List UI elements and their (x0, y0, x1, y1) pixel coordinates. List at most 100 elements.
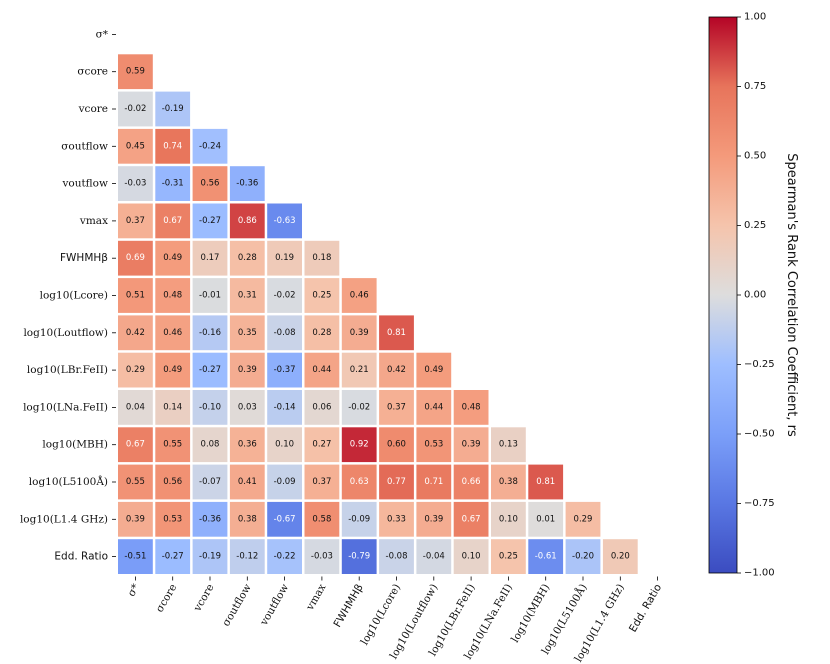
heatmap-cell: 0.21 (341, 352, 377, 388)
heatmap-cell: 0.46 (341, 278, 377, 313)
heatmap-cell: 0.86 (229, 203, 265, 239)
cell-color (155, 501, 191, 537)
row-label: voutflow (61, 178, 108, 190)
heatmap-cell: 0.59 (118, 54, 153, 90)
colorbar-tick-label: 0.75 (744, 81, 766, 92)
heatmap-cell: -0.20 (565, 539, 601, 574)
cell-value-label: 0.44 (312, 365, 331, 375)
heatmap-cell: 0.20 (602, 539, 638, 574)
cell-color (118, 427, 153, 463)
cell-value-label: 0.37 (387, 402, 406, 412)
cell-value-label: 0.86 (238, 216, 257, 226)
cell-color (118, 128, 153, 164)
cell-value-label: 0.13 (499, 440, 518, 450)
cell-color (528, 501, 564, 537)
cell-color (379, 501, 414, 537)
colorbar-tick-label: −1.00 (744, 568, 775, 579)
cell-value-label: 0.44 (424, 402, 443, 412)
cell-color (155, 539, 191, 574)
cell-value-label: 0.01 (536, 514, 555, 524)
cell-value-label: 0.28 (238, 253, 257, 263)
heatmap-cell: 0.67 (453, 501, 489, 537)
cell-value-label: 0.59 (126, 67, 145, 77)
cell-color (528, 464, 564, 500)
heatmap-cell: -0.36 (192, 501, 228, 537)
cell-value-label: 0.55 (163, 440, 182, 450)
cell-color (267, 501, 302, 537)
row-label: Edd. Ratio (54, 551, 108, 563)
heatmap-cell: 0.25 (491, 539, 526, 574)
heatmap-cell: 0.31 (229, 278, 265, 313)
colorbar-tick-label: 0.25 (744, 220, 766, 231)
cell-value-label: 0.51 (126, 291, 145, 301)
cell-color (379, 390, 414, 425)
column-labels: σ* σcore vcore σoutflow voutflow vmax FWHMHβlo… (125, 576, 664, 664)
cell-color (267, 278, 302, 313)
cell-value-label: -0.16 (199, 328, 221, 338)
heatmap-cell: 0.37 (379, 390, 414, 425)
cell-value-label: -0.08 (386, 552, 408, 562)
heatmap-cell: -0.51 (118, 539, 153, 574)
heatmap-cells: 0.59 -0.02 -0.19 0.45 0.74 -0.24 -0.03 -0.31 0.5… (118, 54, 638, 574)
cell-color (341, 352, 377, 388)
cell-value-label: 0.53 (424, 440, 443, 450)
heatmap-cell: 0.42 (379, 352, 414, 388)
row-label: σoutflow (61, 140, 108, 152)
colorbar-gradient (708, 16, 738, 574)
heatmap-cell: 0.35 (229, 315, 265, 351)
cell-color (229, 390, 265, 425)
cell-value-label: -0.19 (199, 552, 221, 562)
cell-color (341, 278, 377, 313)
cell-value-label: 0.19 (275, 253, 294, 263)
colorbar-tick-label: 0.50 (744, 151, 766, 162)
row-label: vmax (79, 215, 108, 227)
cell-color (379, 315, 414, 351)
cell-value-label: 0.81 (387, 328, 406, 338)
cell-value-label: 0.56 (201, 179, 220, 189)
cell-color (155, 315, 191, 351)
cell-value-label: -0.20 (572, 552, 594, 562)
heatmap-cell: 0.17 (192, 240, 228, 276)
cell-value-label: 0.49 (163, 365, 182, 375)
cell-color (118, 91, 153, 127)
heatmap-cell: -0.19 (192, 539, 228, 574)
cell-value-label: 0.18 (312, 253, 331, 263)
cell-color (118, 390, 153, 425)
cell-color (453, 427, 489, 463)
cell-color (155, 203, 191, 239)
cell-value-label: 0.39 (350, 328, 369, 338)
column-label: voutflow (258, 582, 292, 628)
heatmap-cell: -0.02 (267, 278, 302, 313)
cell-color (118, 464, 153, 500)
heatmap-cell: 0.48 (453, 390, 489, 425)
heatmap-cell: 0.55 (118, 464, 153, 500)
cell-value-label: -0.02 (124, 104, 146, 114)
cell-value-label: 0.48 (163, 291, 182, 301)
heatmap-cell: 0.60 (379, 427, 414, 463)
row-labels: σ* σcore vcore σoutflow voutflow vmax FWHMHβ lo… (20, 28, 116, 563)
row-label: log10(Lcore) (40, 290, 108, 302)
cell-value-label: 0.46 (350, 291, 369, 301)
heatmap-cell: 0.28 (304, 315, 340, 351)
heatmap-cell: 0.51 (118, 278, 153, 313)
cell-value-label: -0.31 (162, 179, 184, 189)
cell-value-label: 0.74 (163, 141, 182, 151)
cell-color (155, 91, 191, 127)
cell-color (565, 539, 601, 574)
heatmap-cell: -0.36 (229, 166, 265, 201)
cell-color (304, 352, 340, 388)
heatmap-cell: -0.27 (192, 203, 228, 239)
heatmap-cell: 0.39 (341, 315, 377, 351)
heatmap-cell: 0.74 (155, 128, 191, 164)
cell-value-label: 0.04 (126, 402, 145, 412)
cell-color (304, 539, 340, 574)
cell-value-label: -0.09 (348, 514, 370, 524)
cell-value-label: -0.04 (423, 552, 445, 562)
cell-value-label: 0.55 (126, 477, 145, 487)
column-label: Edd. Ratio (627, 582, 664, 634)
cell-color (267, 352, 302, 388)
cell-value-label: 0.41 (238, 477, 257, 487)
heatmap-cell: -0.08 (379, 539, 414, 574)
cell-color (304, 240, 340, 276)
row-label: log10(Loutflow) (23, 327, 108, 339)
